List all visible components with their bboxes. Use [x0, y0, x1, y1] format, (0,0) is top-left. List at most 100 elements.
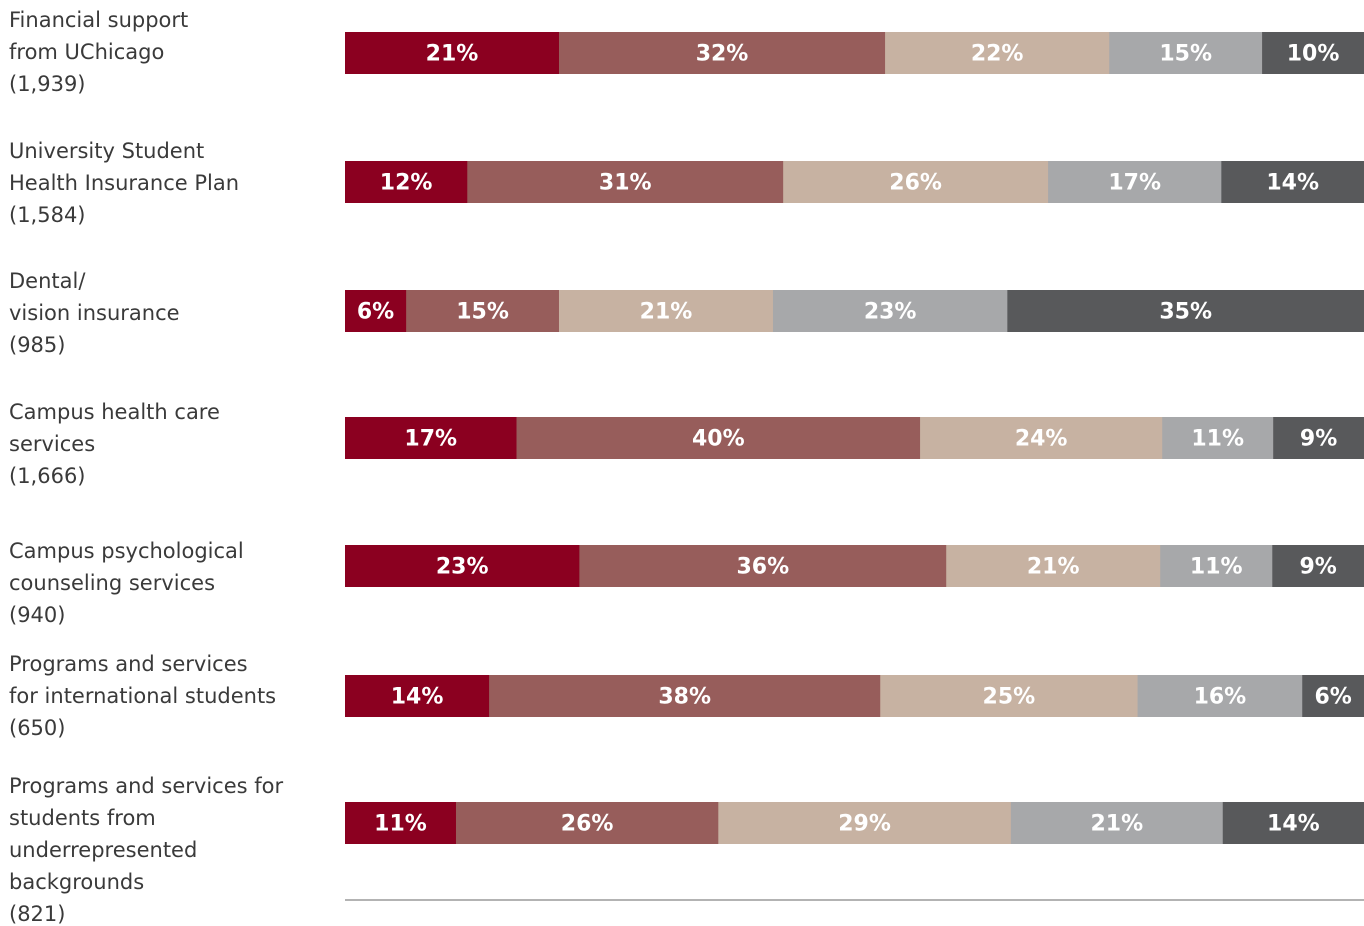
data-label: 9% [1299, 555, 1336, 580]
data-label: 17% [404, 427, 457, 452]
category-label-line: (821) [9, 902, 65, 926]
bar-segment [1007, 290, 1364, 332]
data-label: 36% [736, 555, 789, 580]
bar-segment [558, 290, 774, 332]
data-label: 31% [599, 171, 652, 196]
data-label: 21% [1090, 812, 1143, 837]
data-label: 21% [640, 300, 693, 325]
bar-segment [1262, 32, 1364, 74]
bar-row: 17% 40% 24% 11% 9% [345, 417, 1364, 459]
category-label: Financial support from UChicago (1,939) [9, 8, 188, 96]
category-label-line: (1,939) [9, 72, 86, 96]
data-label: 29% [838, 812, 891, 837]
bar-segment [1162, 417, 1274, 459]
data-label: 16% [1194, 685, 1247, 710]
bar-segment [345, 675, 490, 717]
data-label: 25% [983, 685, 1036, 710]
data-label: 15% [1159, 42, 1212, 67]
data-label: 15% [456, 300, 509, 325]
data-label: 24% [1015, 427, 1068, 452]
data-label: 14% [391, 685, 444, 710]
bar-segment [558, 32, 886, 74]
bar-segment [1048, 161, 1222, 203]
data-label: 21% [426, 42, 479, 67]
bar-segment [345, 290, 407, 332]
bar-segment [1010, 802, 1224, 844]
data-label: 22% [971, 42, 1024, 67]
bar-segment [579, 545, 947, 587]
bar-segment [467, 161, 784, 203]
bar-segments: 21% 32% 22% 15% 10%12% 31% 26% 17% 14%6% 15% 21% 23… [345, 32, 1364, 844]
bar-segment [1109, 32, 1263, 74]
data-label: 6% [1314, 685, 1351, 710]
data-label: 40% [692, 427, 745, 452]
category-label-line: vision insurance [9, 301, 180, 325]
category-label-line: for international students [9, 684, 276, 708]
data-label: 12% [380, 171, 433, 196]
category-labels: Financial support from UChicago (1,939) Uni… [9, 8, 283, 926]
bar-segment [345, 32, 560, 74]
bar-segment [345, 161, 468, 203]
data-label: 6% [357, 300, 394, 325]
bar-segment [1222, 802, 1364, 844]
category-label: Dental/vision insurance (985) [9, 269, 180, 357]
bar-segment [783, 161, 1049, 203]
data-label: 23% [864, 300, 917, 325]
category-label-line: Campus health care [9, 400, 220, 424]
data-label: 32% [696, 42, 749, 67]
category-label-line: (1,584) [9, 203, 86, 227]
category-label: Campus health care services (1,666) [9, 400, 220, 488]
bar-segment [516, 417, 921, 459]
category-label-line: (650) [9, 716, 65, 740]
category-label-line: (940) [9, 603, 65, 627]
category-label-line: (985) [9, 333, 65, 357]
category-label-line: backgrounds [9, 870, 144, 894]
data-label: 17% [1108, 171, 1161, 196]
bar-segment [1221, 161, 1364, 203]
data-label: 23% [436, 555, 489, 580]
data-label: 10% [1287, 42, 1340, 67]
bar-segment [1302, 675, 1364, 717]
category-label: University Student Health Insurance Plan (… [9, 139, 239, 227]
bar-segment [880, 675, 1138, 717]
bar-segment [885, 32, 1110, 74]
bar-segment [1272, 545, 1364, 587]
category-label-line: Health Insurance Plan [9, 171, 239, 195]
bar-segment [345, 545, 580, 587]
bar-segment [455, 802, 719, 844]
category-label-line: (1,666) [9, 464, 86, 488]
bar-row: 12% 31% 26% 17% 14% [345, 161, 1364, 203]
data-label: 14% [1266, 171, 1319, 196]
bar-segment [772, 290, 1008, 332]
bar-row: 14% 38% 25% 16% 6% [345, 675, 1364, 717]
bar-segment [1160, 545, 1273, 587]
category-label-line: University Student [9, 139, 204, 163]
category-label-line: students from [9, 806, 156, 830]
category-label-line: counseling services [9, 571, 215, 595]
bar-row: 21% 32% 22% 15% 10% [345, 32, 1364, 74]
category-label: Programs and services for students from un… [9, 774, 283, 926]
category-label-line: Programs and services [9, 652, 248, 676]
bar-segment [946, 545, 1161, 587]
category-label-line: Financial support [9, 8, 188, 32]
bar-segment [718, 802, 1012, 844]
bar-segment [406, 290, 560, 332]
data-label: 11% [374, 812, 427, 837]
category-label-line: underrepresented [9, 838, 197, 862]
data-label: 26% [889, 171, 942, 196]
bar-segment [345, 802, 457, 844]
data-label: 21% [1027, 555, 1080, 580]
data-label: 11% [1190, 555, 1243, 580]
category-label-line: Campus psychological [9, 539, 244, 563]
bar-row: 23% 36% 21% 11% 9% [345, 545, 1364, 587]
bar-row: 6% 15% 21% 23% 35% [345, 290, 1364, 332]
category-label-line: services [9, 432, 95, 456]
data-label: 14% [1267, 812, 1320, 837]
data-label: 26% [561, 812, 614, 837]
bar-segment [489, 675, 881, 717]
bar-segment [345, 417, 517, 459]
category-label: Programs and services for international s… [9, 652, 276, 740]
category-label-line: Programs and services for [9, 774, 283, 798]
bar-row: 11% 26% 29% 21% 14% [345, 802, 1364, 844]
